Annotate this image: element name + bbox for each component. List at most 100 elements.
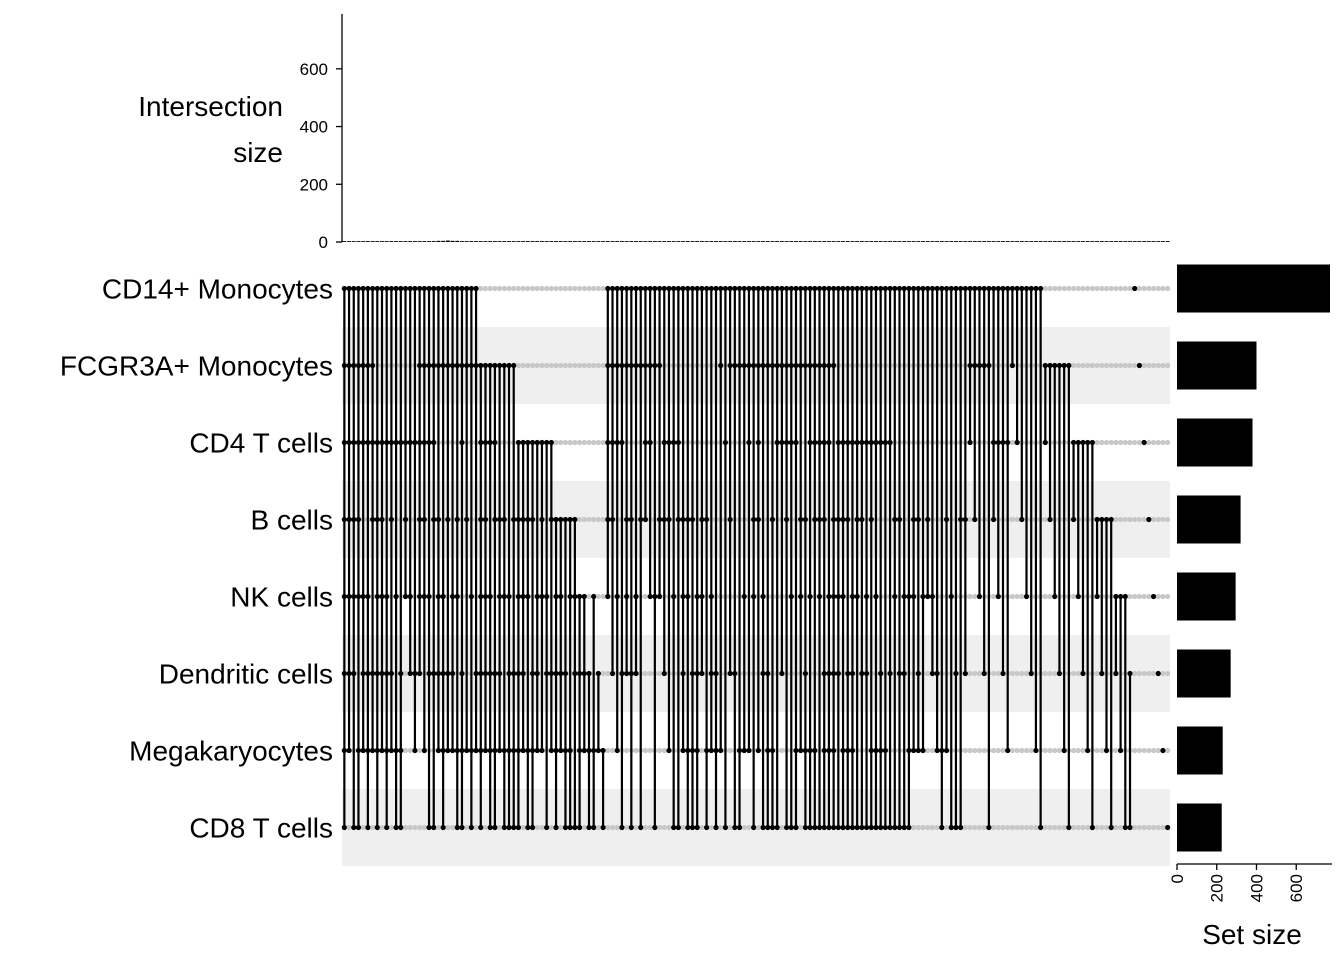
matrix-dot-filled xyxy=(407,439,413,446)
intersection-bar xyxy=(1043,241,1048,242)
matrix-dot-empty xyxy=(1165,362,1171,369)
matrix-dot-filled xyxy=(1146,516,1152,523)
matrix-dot-filled xyxy=(525,593,531,600)
intersection-bar xyxy=(808,241,813,242)
matrix-dot-filled xyxy=(609,439,616,446)
matrix-dot-filled xyxy=(751,824,757,831)
matrix-dot-filled xyxy=(586,747,592,754)
matrix-dot-empty xyxy=(534,824,540,831)
matrix-dot-filled xyxy=(374,747,380,754)
matrix-dot-filled xyxy=(779,285,785,292)
matrix-dot-filled xyxy=(492,747,498,754)
matrix-dot-filled xyxy=(647,362,653,369)
matrix-dot-filled xyxy=(360,747,366,754)
matrix-dot-filled xyxy=(972,285,978,292)
matrix-dot-empty xyxy=(1132,593,1138,600)
matrix-dot-empty xyxy=(534,362,540,369)
matrix-dot-filled xyxy=(388,747,394,754)
intersection-bar xyxy=(539,241,544,242)
intersection-bar xyxy=(737,241,742,242)
matrix-dot-filled xyxy=(995,593,1001,600)
matrix-dot-filled xyxy=(840,516,846,523)
matrix-dot-filled xyxy=(901,285,907,292)
intersection-axis-tick-label: 0 xyxy=(319,233,328,252)
matrix-dot-empty xyxy=(1047,670,1053,677)
matrix-dot-filled xyxy=(699,593,705,600)
matrix-dot-filled xyxy=(798,362,804,369)
matrix-dot-filled xyxy=(435,362,442,369)
matrix-dot-filled xyxy=(365,593,371,600)
matrix-dot-filled xyxy=(511,824,517,831)
matrix-dot-filled xyxy=(685,516,691,523)
matrix-dot-empty xyxy=(1042,824,1048,831)
matrix-dot-empty xyxy=(558,824,564,831)
matrix-dot-filled xyxy=(906,593,912,600)
matrix-dot-empty xyxy=(699,747,705,754)
matrix-dot-empty xyxy=(600,362,606,369)
matrix-dot-filled xyxy=(407,285,413,292)
matrix-dot-filled xyxy=(398,747,404,754)
matrix-dot-empty xyxy=(576,285,583,292)
matrix-dot-filled xyxy=(906,285,912,292)
matrix-dot-filled xyxy=(398,439,404,446)
matrix-dot-empty xyxy=(473,824,479,831)
intersection-bar xyxy=(859,241,864,242)
matrix-dot-empty xyxy=(972,747,978,754)
matrix-dot-empty xyxy=(553,362,559,369)
matrix-dot-filled xyxy=(736,824,743,831)
matrix-dot-filled xyxy=(351,285,357,292)
matrix-dot-filled xyxy=(638,362,644,369)
matrix-dot-filled xyxy=(840,285,846,292)
matrix-dot-filled xyxy=(553,747,559,754)
matrix-dot-filled xyxy=(798,747,804,754)
matrix-dot-filled xyxy=(1075,439,1081,446)
intersection-bar xyxy=(582,241,587,242)
intersection-bar xyxy=(525,241,530,242)
matrix-dot-filled xyxy=(1047,362,1053,369)
matrix-dot-filled xyxy=(1099,670,1105,677)
matrix-dot-empty xyxy=(1136,824,1143,831)
matrix-dot-filled xyxy=(1070,439,1077,446)
intersection-bar xyxy=(1128,241,1132,242)
intersection-bar xyxy=(761,241,766,242)
matrix-dot-filled xyxy=(393,824,399,831)
matrix-dot-filled xyxy=(666,747,672,754)
set-size-axis: 0 200 400 600 xyxy=(1168,863,1332,902)
matrix-dot-empty xyxy=(1150,824,1157,831)
matrix-dot-filled xyxy=(943,285,950,292)
matrix-dot-filled xyxy=(435,516,442,523)
intersection-bar xyxy=(380,241,384,242)
matrix-dot-empty xyxy=(1132,362,1138,369)
matrix-dot-empty xyxy=(572,285,578,292)
matrix-dot-empty xyxy=(1118,516,1124,523)
matrix-dot-filled xyxy=(351,670,357,677)
matrix-dot-filled xyxy=(925,593,931,600)
matrix-dot-filled xyxy=(562,747,569,754)
matrix-dot-filled xyxy=(417,439,423,446)
matrix-dot-empty xyxy=(1113,824,1119,831)
matrix-dot-empty xyxy=(369,824,376,831)
matrix-dot-filled xyxy=(619,362,625,369)
intersection-bar xyxy=(695,241,700,242)
intersection-bar xyxy=(478,241,483,242)
matrix-dot-filled xyxy=(962,670,968,677)
intersection-bar xyxy=(1151,241,1156,242)
matrix-dot-filled xyxy=(473,747,479,754)
matrix-dot-empty xyxy=(539,362,545,369)
matrix-dot-filled xyxy=(431,285,437,292)
matrix-dot-filled xyxy=(680,747,686,754)
matrix-dot-filled xyxy=(727,516,733,523)
matrix-dot-filled xyxy=(1066,824,1072,831)
intersection-bar xyxy=(492,241,497,242)
matrix-dot-filled xyxy=(534,747,540,754)
set-size-bar xyxy=(1177,264,1331,313)
matrix-dot-empty xyxy=(581,285,587,292)
matrix-dot-filled xyxy=(661,670,667,677)
matrix-dot-filled xyxy=(882,439,888,446)
matrix-dot-filled xyxy=(652,593,658,600)
set-size-axis-title: Set size xyxy=(1202,919,1302,950)
matrix-dot-filled xyxy=(1122,593,1128,600)
matrix-dot-filled xyxy=(981,285,987,292)
matrix-dot-filled xyxy=(440,747,446,754)
matrix-dot-filled xyxy=(369,747,376,754)
